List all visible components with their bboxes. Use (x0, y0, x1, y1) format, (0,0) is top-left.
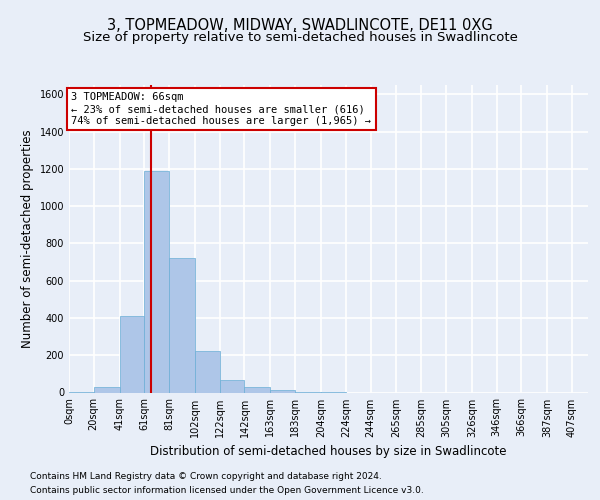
Text: 3, TOPMEADOW, MIDWAY, SWADLINCOTE, DE11 0XG: 3, TOPMEADOW, MIDWAY, SWADLINCOTE, DE11 … (107, 18, 493, 32)
Text: Size of property relative to semi-detached houses in Swadlincote: Size of property relative to semi-detach… (83, 31, 517, 44)
Text: Contains public sector information licensed under the Open Government Licence v3: Contains public sector information licen… (30, 486, 424, 495)
Text: 3 TOPMEADOW: 66sqm
← 23% of semi-detached houses are smaller (616)
74% of semi-d: 3 TOPMEADOW: 66sqm ← 23% of semi-detache… (71, 92, 371, 126)
X-axis label: Distribution of semi-detached houses by size in Swadlincote: Distribution of semi-detached houses by … (150, 445, 507, 458)
Bar (94, 387, 119, 392)
Bar (145, 170, 169, 392)
Bar (169, 258, 195, 392)
Bar (119, 316, 145, 392)
Bar (220, 380, 244, 392)
Bar (271, 390, 295, 392)
Y-axis label: Number of semi-detached properties: Number of semi-detached properties (21, 130, 34, 348)
Bar (244, 387, 271, 392)
Text: Contains HM Land Registry data © Crown copyright and database right 2024.: Contains HM Land Registry data © Crown c… (30, 472, 382, 481)
Bar (195, 350, 220, 393)
